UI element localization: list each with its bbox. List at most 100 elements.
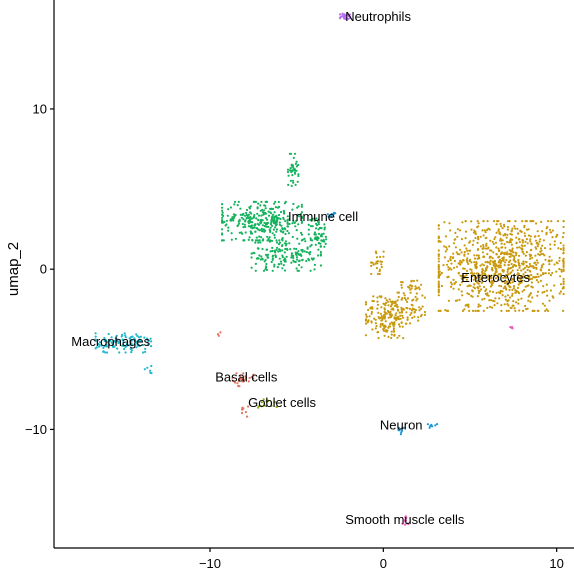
- data-point: [275, 228, 279, 231]
- data-point: [107, 332, 110, 336]
- cluster-label: Goblet cells: [248, 395, 316, 410]
- data-point: [492, 242, 495, 245]
- data-point: [149, 337, 152, 340]
- data-point: [437, 273, 440, 276]
- data-point: [264, 258, 267, 262]
- data-point: [405, 322, 408, 325]
- data-point: [341, 12, 344, 15]
- data-point: [273, 202, 276, 205]
- data-point: [525, 220, 528, 223]
- data-point: [521, 248, 524, 251]
- data-point: [521, 279, 524, 282]
- data-point: [439, 309, 442, 312]
- data-point: [287, 183, 290, 186]
- data-point: [256, 212, 259, 215]
- data-point: [258, 404, 261, 407]
- data-point: [137, 340, 140, 343]
- data-point: [293, 247, 296, 250]
- data-point: [240, 216, 243, 219]
- data-point: [290, 261, 293, 264]
- data-point: [219, 331, 222, 334]
- data-point: [448, 222, 451, 225]
- data-point: [289, 248, 292, 251]
- data-point: [150, 345, 153, 348]
- data-point: [475, 262, 478, 265]
- data-point: [465, 269, 469, 272]
- data-point: [528, 253, 531, 256]
- data-point: [470, 261, 473, 264]
- data-point: [286, 219, 289, 222]
- data-point: [542, 285, 545, 288]
- data-point: [226, 214, 229, 217]
- data-point: [293, 221, 296, 224]
- data-point: [273, 217, 276, 221]
- data-point: [477, 282, 480, 285]
- data-point: [499, 261, 502, 265]
- data-point: [489, 305, 492, 308]
- data-point: [494, 277, 498, 280]
- data-point: [287, 174, 290, 177]
- data-point: [464, 304, 467, 307]
- data-point: [464, 237, 467, 240]
- data-point: [531, 256, 534, 259]
- data-point: [384, 311, 387, 314]
- data-point: [464, 230, 468, 233]
- data-point: [121, 338, 124, 341]
- data-point: [423, 310, 427, 314]
- data-point: [129, 347, 132, 351]
- data-point: [550, 220, 553, 223]
- data-point: [330, 215, 333, 218]
- cluster-points-smooth-muscle-cells: [401, 325, 514, 526]
- data-point: [292, 219, 295, 222]
- data-point: [392, 325, 395, 328]
- data-point: [410, 280, 413, 283]
- data-point: [382, 302, 385, 305]
- data-point: [491, 290, 495, 294]
- data-point: [472, 239, 475, 242]
- data-point: [279, 260, 283, 263]
- data-point: [529, 238, 532, 241]
- data-point: [513, 257, 516, 260]
- data-point: [258, 235, 261, 238]
- data-point: [497, 229, 500, 232]
- data-point: [396, 336, 399, 339]
- data-point: [243, 223, 246, 226]
- data-point: [273, 234, 276, 237]
- data-point: [292, 181, 295, 184]
- data-point: [466, 292, 469, 295]
- data-point: [397, 318, 401, 321]
- data-point: [286, 248, 289, 251]
- data-point: [292, 256, 295, 259]
- data-point: [437, 280, 440, 283]
- data-point: [370, 312, 373, 315]
- data-point: [245, 208, 249, 212]
- data-point: [241, 377, 244, 381]
- data-point: [300, 221, 303, 224]
- data-point: [493, 237, 496, 241]
- data-point: [486, 292, 489, 295]
- data-point: [476, 220, 479, 223]
- data-point: [461, 274, 464, 277]
- data-point: [469, 284, 472, 287]
- data-point: [364, 313, 368, 316]
- data-point: [393, 304, 397, 307]
- data-point: [497, 247, 500, 250]
- data-point: [247, 238, 250, 241]
- data-point: [490, 282, 493, 285]
- data-point: [437, 253, 440, 256]
- data-point: [284, 240, 287, 243]
- data-point: [486, 265, 489, 268]
- data-point: [495, 231, 498, 234]
- data-point: [562, 287, 565, 290]
- data-point: [104, 351, 107, 354]
- data-point: [233, 203, 236, 206]
- data-point: [258, 239, 261, 242]
- data-point: [326, 213, 329, 216]
- data-point: [288, 152, 291, 155]
- data-point: [560, 268, 563, 271]
- data-point: [398, 429, 401, 432]
- data-point: [259, 209, 262, 212]
- data-point: [409, 284, 412, 287]
- data-point: [524, 254, 527, 257]
- data-point: [271, 254, 275, 257]
